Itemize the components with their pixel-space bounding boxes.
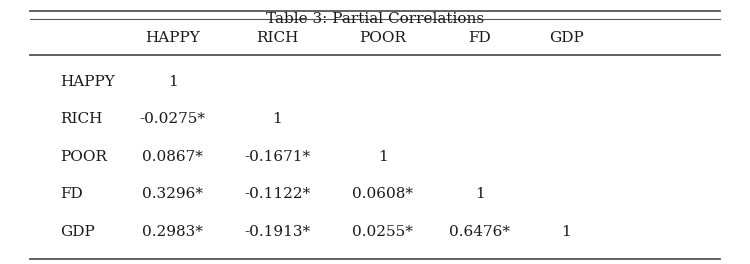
Text: GDP: GDP	[60, 225, 94, 239]
Text: HAPPY: HAPPY	[60, 75, 115, 89]
Text: HAPPY: HAPPY	[146, 31, 200, 45]
Text: 1: 1	[273, 112, 282, 126]
Text: FD: FD	[60, 187, 82, 201]
Text: 0.2983*: 0.2983*	[142, 225, 203, 239]
Text: POOR: POOR	[359, 31, 406, 45]
Text: POOR: POOR	[60, 150, 107, 164]
Text: 0.0255*: 0.0255*	[352, 225, 413, 239]
Text: FD: FD	[469, 31, 491, 45]
Text: -0.1913*: -0.1913*	[244, 225, 310, 239]
Text: 1: 1	[168, 75, 177, 89]
Text: GDP: GDP	[549, 31, 584, 45]
Text: Table 3: Partial Correlations: Table 3: Partial Correlations	[266, 12, 484, 26]
Text: RICH: RICH	[60, 112, 102, 126]
Text: 0.0608*: 0.0608*	[352, 187, 413, 201]
Text: 0.6476*: 0.6476*	[449, 225, 511, 239]
Text: -0.0275*: -0.0275*	[140, 112, 206, 126]
Text: 1: 1	[476, 187, 484, 201]
Text: 1: 1	[377, 150, 387, 164]
Text: 0.3296*: 0.3296*	[142, 187, 203, 201]
Text: 0.0867*: 0.0867*	[142, 150, 203, 164]
Text: 1: 1	[561, 225, 572, 239]
Text: RICH: RICH	[256, 31, 298, 45]
Text: -0.1671*: -0.1671*	[244, 150, 310, 164]
Text: -0.1122*: -0.1122*	[244, 187, 310, 201]
